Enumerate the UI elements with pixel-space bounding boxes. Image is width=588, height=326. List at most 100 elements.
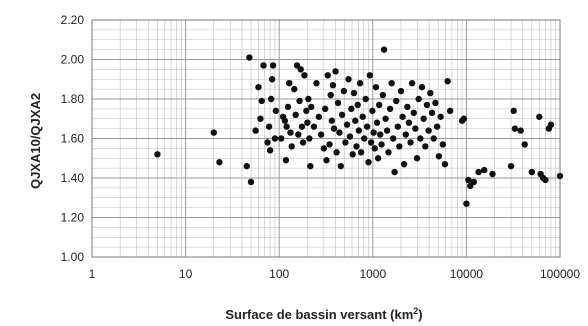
data-point	[260, 62, 267, 69]
data-point	[427, 89, 434, 97]
data-point	[423, 101, 431, 109]
data-point	[355, 127, 363, 134]
data-point	[418, 83, 426, 91]
data-point	[385, 149, 392, 156]
data-point	[369, 107, 376, 115]
data-point	[433, 123, 441, 130]
data-point	[265, 123, 273, 130]
data-point	[287, 129, 294, 136]
data-point	[366, 72, 374, 79]
data-point	[354, 101, 361, 109]
data-point	[510, 107, 517, 115]
data-point	[361, 135, 368, 142]
data-point	[356, 80, 364, 87]
x-axis-title: Surface de bassin versant (km2)	[225, 306, 422, 322]
data-point	[382, 115, 389, 122]
data-point	[268, 76, 276, 83]
data-point	[407, 139, 414, 146]
data-point	[303, 107, 310, 115]
y-tick-label: 1.40	[61, 171, 85, 185]
data-point	[463, 200, 470, 207]
y-tick-label: 1.60	[61, 132, 85, 146]
data-point	[247, 178, 255, 186]
data-point	[371, 145, 378, 152]
x-tick-label: 10	[179, 267, 193, 281]
data-point	[340, 87, 348, 95]
data-point	[556, 172, 564, 180]
data-point	[399, 113, 406, 120]
data-point	[324, 72, 331, 79]
y-tick-label: 2.20	[61, 13, 85, 27]
y-tick-label: 2.00	[61, 53, 85, 67]
data-point	[216, 159, 223, 166]
x-tick-label: 1	[89, 267, 96, 281]
data-point	[481, 166, 488, 174]
data-point	[379, 91, 387, 99]
data-point	[396, 143, 403, 150]
data-point	[386, 105, 394, 113]
data-point	[375, 101, 383, 109]
data-point	[272, 107, 280, 115]
data-point	[343, 121, 351, 128]
data-point	[315, 113, 323, 120]
data-point	[425, 127, 432, 134]
data-point	[291, 85, 298, 93]
data-point	[362, 95, 369, 103]
data-point	[269, 62, 277, 69]
data-point	[413, 155, 421, 162]
data-point	[422, 143, 429, 150]
data-point	[430, 135, 437, 142]
data-point	[402, 131, 409, 138]
data-point	[271, 135, 279, 142]
data-point	[489, 170, 496, 178]
data-point	[154, 151, 161, 158]
data-point	[345, 76, 352, 83]
data-point	[370, 129, 377, 136]
data-point	[320, 145, 328, 152]
data-point	[412, 125, 419, 132]
data-point	[397, 87, 405, 95]
data-point	[286, 80, 293, 87]
data-point	[357, 149, 365, 156]
tick-labels: 1 10 100 1000 10000 100000 1.00 1.20 1.40 1.60 1.8…	[61, 13, 581, 281]
data-point	[296, 97, 303, 105]
data-point	[281, 117, 289, 124]
data-point	[536, 113, 543, 120]
data-point	[328, 117, 336, 124]
data-points	[154, 46, 564, 207]
data-point	[327, 91, 334, 99]
data-point	[310, 123, 318, 130]
data-point	[257, 115, 264, 122]
data-point	[511, 125, 519, 132]
y-tick-label: 1.80	[61, 92, 85, 106]
data-point	[465, 176, 472, 184]
data-point	[243, 162, 250, 170]
data-point	[437, 113, 444, 120]
data-point	[334, 99, 342, 107]
data-point	[333, 149, 340, 156]
data-point	[405, 119, 413, 126]
data-point	[367, 139, 375, 146]
data-point	[400, 160, 408, 168]
data-point	[349, 151, 356, 158]
y-axis-title: QJXA10/QJXA2	[28, 93, 43, 189]
data-point	[444, 78, 451, 85]
data-point	[460, 115, 468, 122]
data-point	[305, 95, 312, 103]
data-point	[297, 66, 304, 73]
data-point	[292, 111, 299, 119]
data-point	[517, 127, 524, 134]
data-point	[435, 153, 443, 160]
data-point	[365, 159, 372, 166]
data-point	[246, 54, 253, 61]
data-point	[210, 129, 217, 136]
data-point	[282, 157, 290, 164]
x-tick-label: 10000	[450, 267, 484, 281]
data-point	[321, 105, 329, 113]
data-point	[408, 80, 416, 87]
data-point	[348, 105, 355, 113]
data-point	[404, 103, 411, 111]
data-point	[301, 72, 308, 79]
data-point	[446, 107, 454, 115]
